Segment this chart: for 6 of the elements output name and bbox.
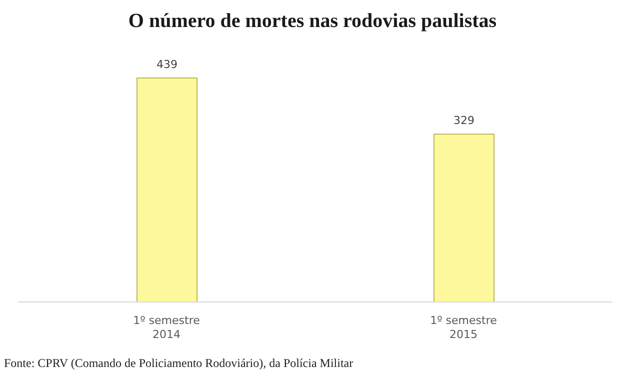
chart-title: O número de mortes nas rodovias paulistas <box>127 10 498 33</box>
source-note: Fonte: CPRV (Comando de Policiamento Rodoviário), da Polícia Militar <box>4 356 354 371</box>
x-tick-label: 1º semestre 2015 <box>430 314 498 341</box>
x-tick-label: 1º semestre 2014 <box>133 314 200 341</box>
data-label: 439 <box>156 58 178 71</box>
data-label: 329 <box>454 114 474 128</box>
